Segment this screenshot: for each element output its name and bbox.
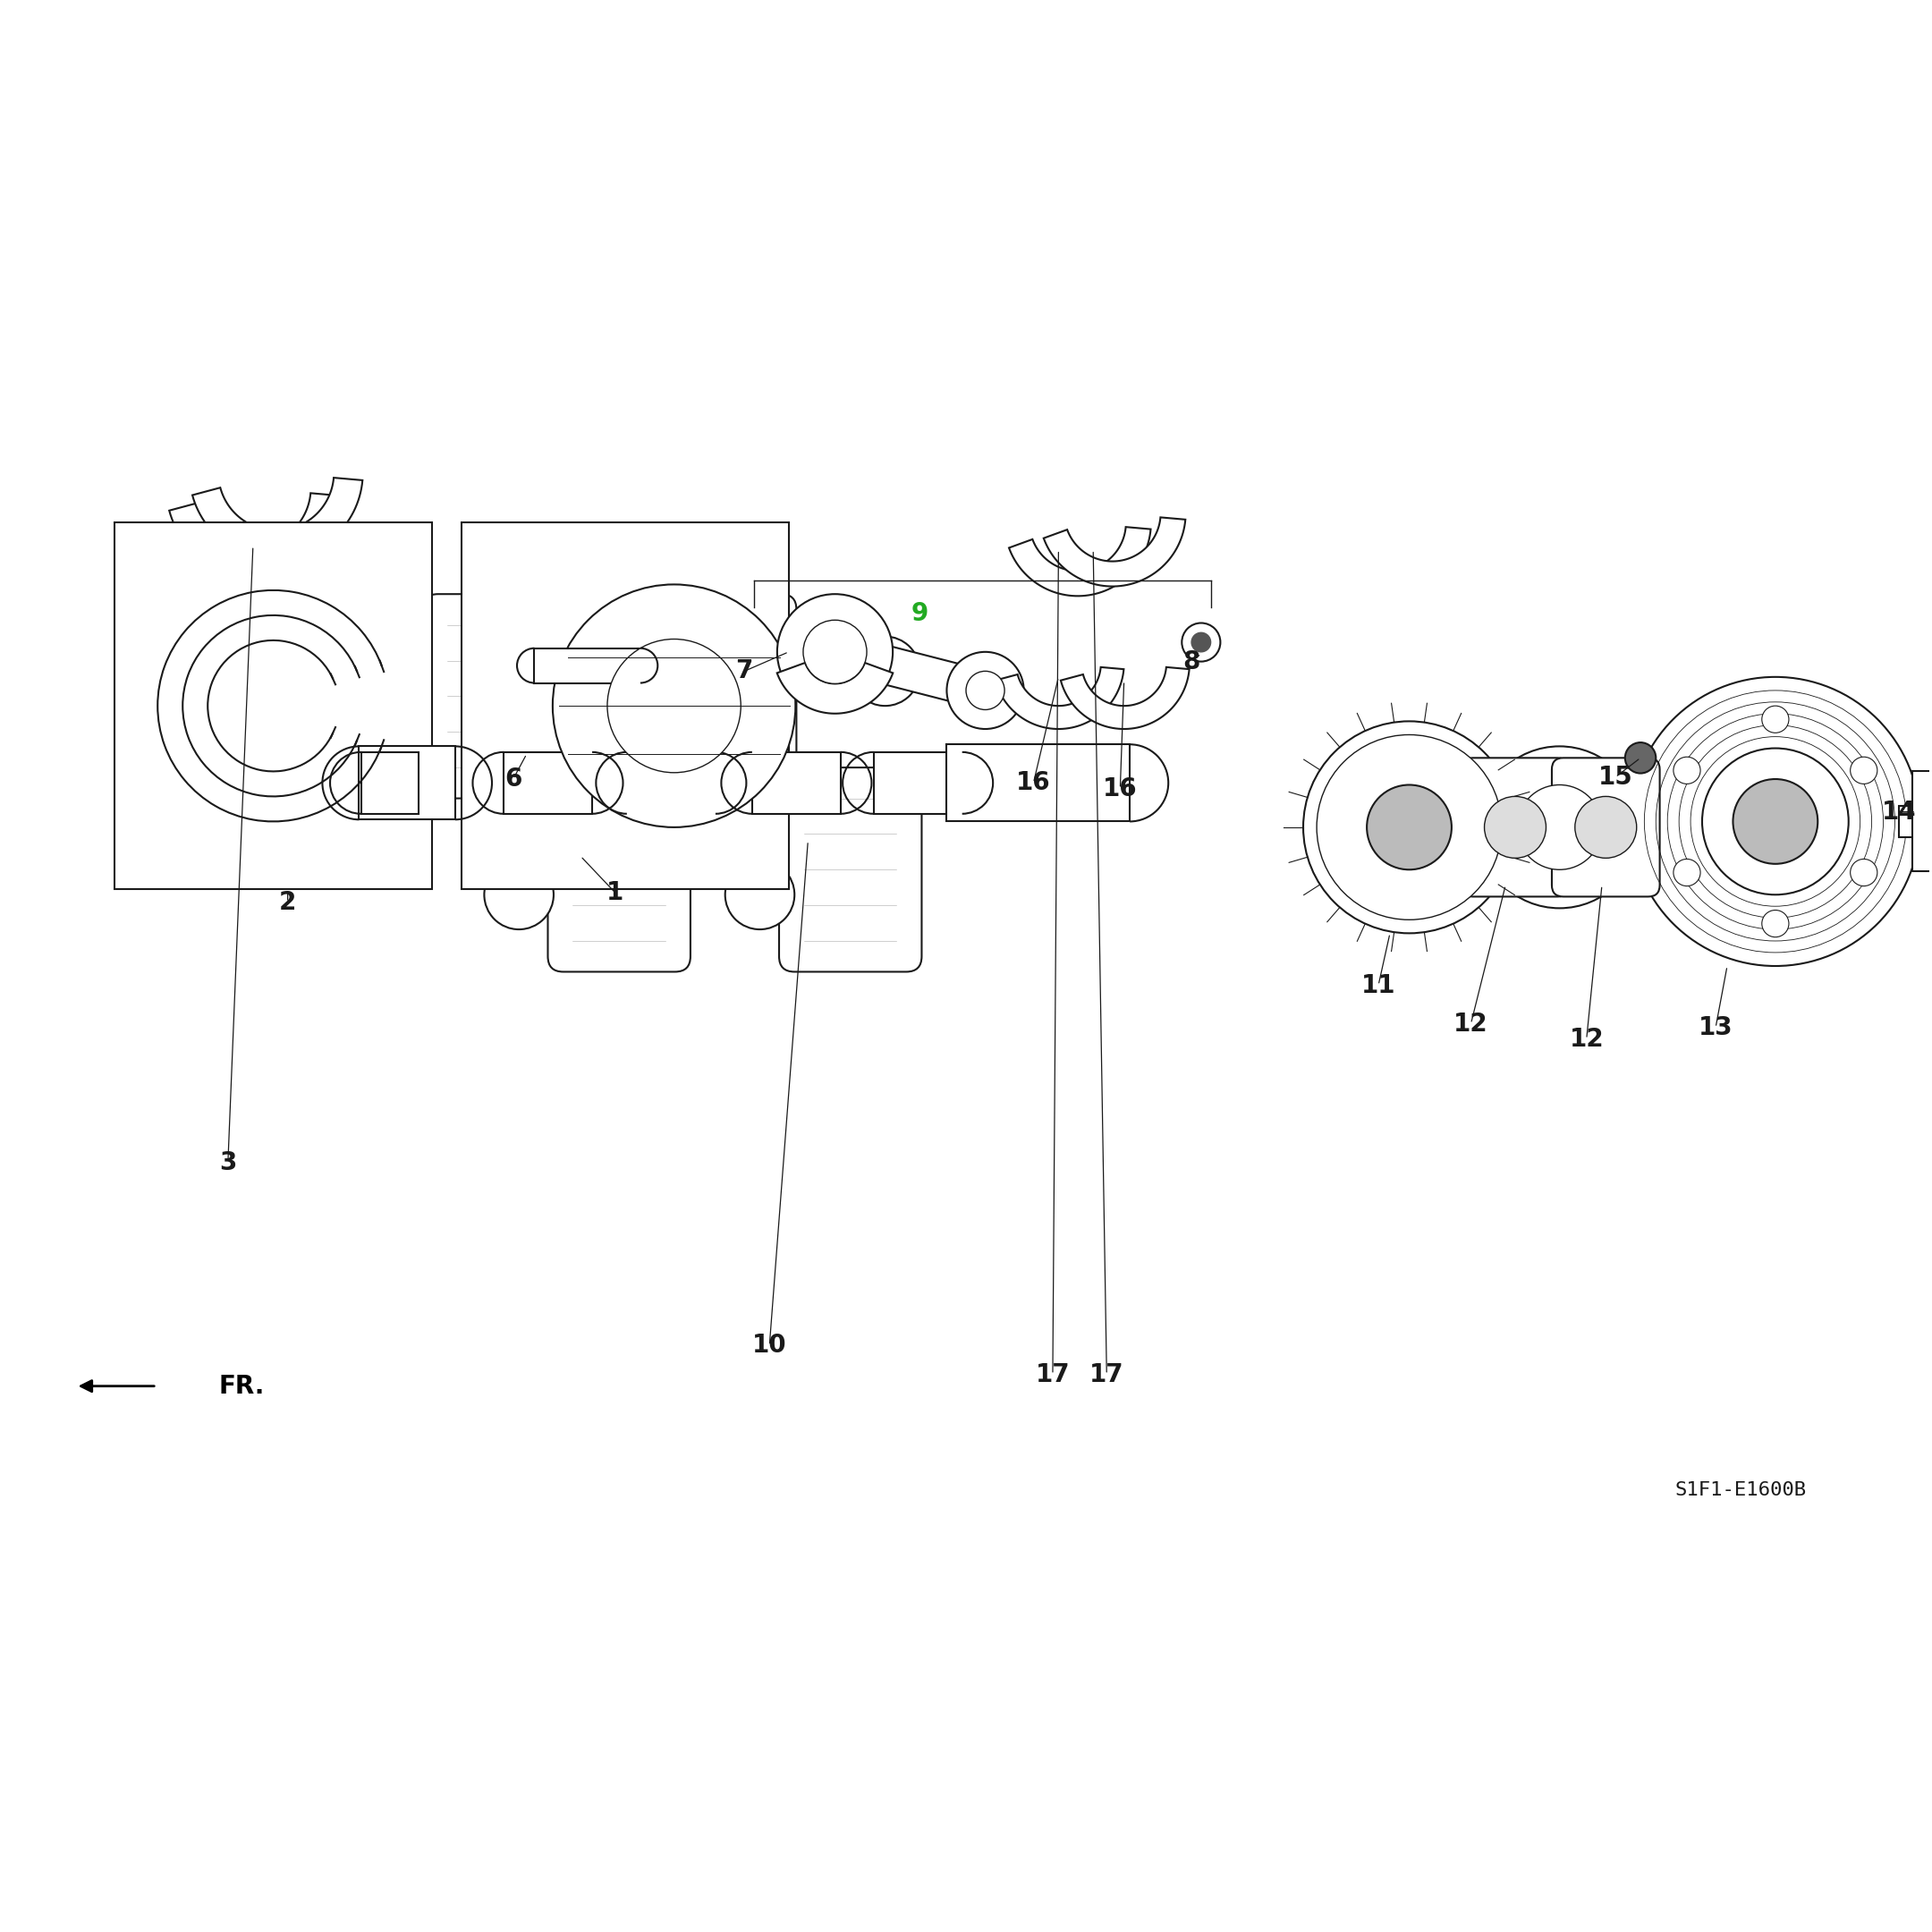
Circle shape — [1673, 860, 1700, 887]
Polygon shape — [777, 663, 893, 713]
FancyBboxPatch shape — [423, 593, 566, 798]
Text: 16: 16 — [1103, 777, 1138, 802]
Bar — [462, 524, 788, 889]
Circle shape — [1625, 742, 1656, 773]
Circle shape — [966, 670, 1005, 709]
Text: 11: 11 — [1362, 972, 1395, 997]
Circle shape — [553, 585, 796, 827]
Text: 1: 1 — [607, 881, 624, 906]
Bar — [359, 746, 456, 819]
Text: 2: 2 — [278, 891, 296, 916]
Circle shape — [1631, 676, 1920, 966]
Text: 12: 12 — [1453, 1010, 1488, 1036]
Bar — [873, 752, 962, 813]
FancyBboxPatch shape — [653, 593, 796, 798]
Circle shape — [607, 639, 740, 773]
Polygon shape — [1061, 667, 1190, 728]
Polygon shape — [877, 645, 958, 701]
FancyBboxPatch shape — [549, 767, 690, 972]
Polygon shape — [1009, 527, 1151, 595]
Circle shape — [1851, 860, 1878, 887]
Circle shape — [1733, 779, 1818, 864]
Circle shape — [1182, 622, 1221, 661]
Text: 10: 10 — [752, 1333, 786, 1358]
Text: 12: 12 — [1569, 1026, 1604, 1051]
Circle shape — [1762, 910, 1789, 937]
Polygon shape — [193, 477, 363, 560]
Circle shape — [1762, 705, 1789, 732]
Bar — [752, 752, 840, 813]
Circle shape — [777, 593, 893, 709]
Text: 15: 15 — [1598, 765, 1633, 790]
Circle shape — [1478, 746, 1640, 908]
Bar — [626, 752, 715, 813]
Text: 14: 14 — [1882, 800, 1917, 825]
Circle shape — [1318, 734, 1501, 920]
Polygon shape — [170, 493, 340, 576]
Text: 17: 17 — [1090, 1362, 1124, 1387]
Text: 16: 16 — [1016, 771, 1051, 796]
FancyBboxPatch shape — [1461, 757, 1569, 896]
FancyBboxPatch shape — [779, 767, 922, 972]
Circle shape — [1304, 721, 1515, 933]
Text: FR.: FR. — [218, 1374, 265, 1399]
Circle shape — [804, 620, 867, 684]
Bar — [114, 524, 433, 889]
Bar — [1899, 806, 1932, 837]
Circle shape — [1366, 784, 1451, 869]
Circle shape — [1517, 784, 1602, 869]
Circle shape — [1851, 757, 1878, 784]
Circle shape — [1192, 632, 1211, 651]
Text: 9: 9 — [912, 601, 929, 626]
Bar — [361, 752, 419, 813]
Polygon shape — [995, 667, 1124, 728]
Circle shape — [850, 636, 920, 705]
FancyBboxPatch shape — [1551, 757, 1660, 896]
Bar — [1913, 771, 1932, 871]
Circle shape — [1673, 757, 1700, 784]
Bar — [535, 649, 639, 682]
Circle shape — [1702, 748, 1849, 895]
Text: 3: 3 — [220, 1150, 236, 1175]
Polygon shape — [1043, 518, 1186, 587]
Text: 8: 8 — [1182, 649, 1200, 674]
Text: S1F1-E1600B: S1F1-E1600B — [1675, 1482, 1806, 1499]
Bar — [947, 744, 1130, 821]
Bar — [504, 752, 591, 813]
Text: 6: 6 — [504, 767, 522, 792]
Circle shape — [485, 860, 554, 929]
Text: 7: 7 — [736, 659, 753, 684]
Circle shape — [724, 860, 794, 929]
Text: 13: 13 — [1698, 1014, 1733, 1039]
Circle shape — [1575, 796, 1636, 858]
Text: 17: 17 — [1036, 1362, 1070, 1387]
Circle shape — [1484, 796, 1546, 858]
Circle shape — [947, 651, 1024, 728]
Circle shape — [609, 636, 678, 705]
